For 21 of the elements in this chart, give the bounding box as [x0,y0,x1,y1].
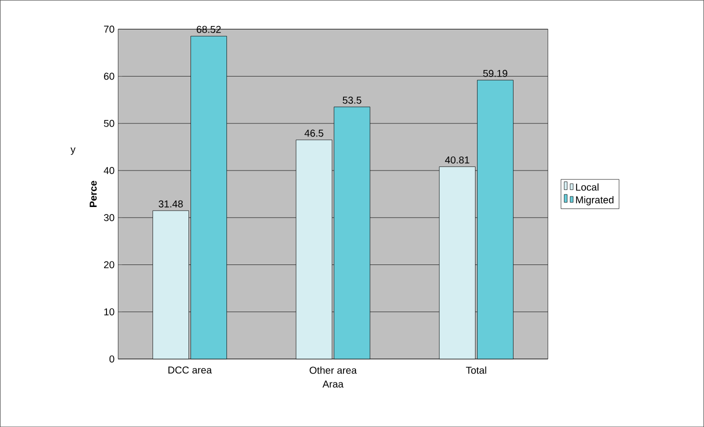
y-tick-label: 70 [104,26,114,33]
y-tick-label: 0 [109,355,114,362]
data-label: 31.48 [158,200,183,208]
y-tick-label: 10 [104,308,114,316]
y-tick-label: 60 [104,72,114,80]
legend-label: Migrated [576,196,614,206]
x-tick-label: Other area [310,366,357,374]
x-tick-label: Total [466,366,486,374]
y-tick-label: 20 [104,261,114,268]
y-tick-label: 50 [104,120,114,127]
data-label: 46.5 [304,130,324,137]
x-axis-title: Araa [322,380,344,388]
text: y [70,147,76,155]
x-tick-label: DCC area [168,366,212,374]
data-label: 40.81 [445,156,470,164]
y-axis-title: Perce [90,180,97,207]
data-label: 59.19 [483,70,508,77]
data-label: 53.5 [342,96,362,104]
y-tick-label: 40 [104,166,114,174]
legend-label: Local [576,183,598,191]
y-tick-label: 30 [104,214,114,222]
